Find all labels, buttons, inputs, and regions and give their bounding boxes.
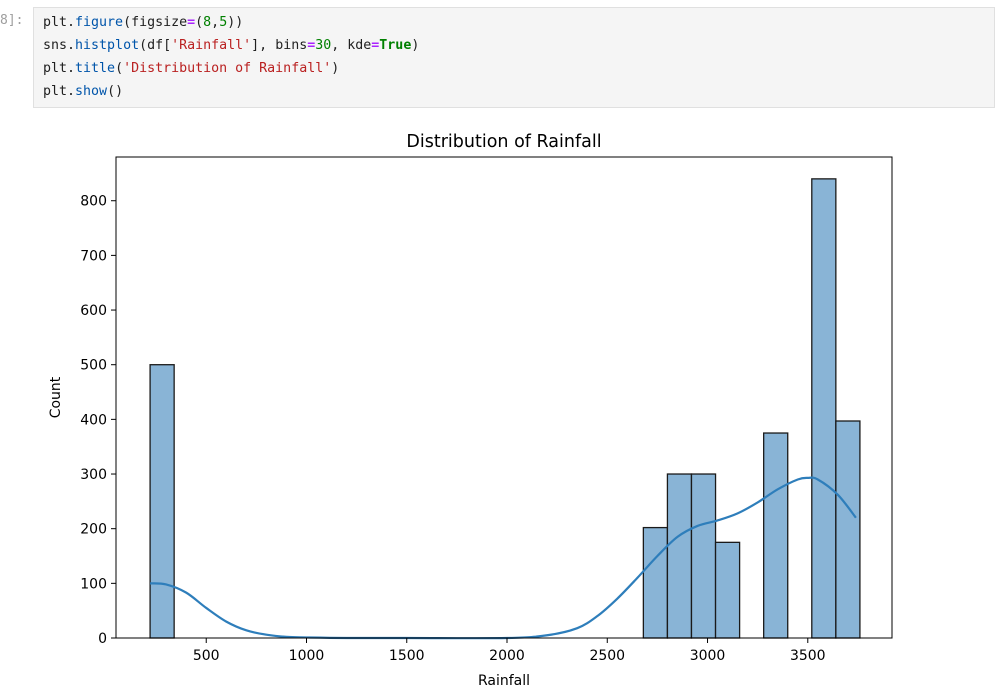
code-token: ) [411,38,420,53]
code-token: 5 [219,15,228,30]
code-token: title [75,61,116,76]
code-token: 8 [203,15,212,30]
histogram-svg: 0 100 200 300 400 500 600 700 800 500 1000 1500 2000… [48,132,893,689]
code-token: ( [195,15,204,30]
x-tick-label: 3500 [790,648,826,664]
y-tick-label: 400 [80,412,107,428]
x-tick-label: 2000 [489,648,525,664]
histogram-bar [763,432,789,639]
y-axis-label: Count [48,376,64,418]
code-token: )) [227,15,244,30]
histogram-bar [690,473,717,639]
code-token: plt. [43,15,76,30]
code-token: show [75,84,108,99]
y-tick-label: 100 [80,576,107,592]
y-tick-label: 500 [80,358,107,374]
code-line: plt.show() [43,83,123,101]
code-token: = [307,38,316,53]
y-tick-label: 0 [98,631,107,647]
x-tick-label: 3000 [690,648,726,664]
code-line: plt.title('Distribution of Rainfall') [43,60,339,78]
code-token: (figsize [123,15,188,30]
histogram-bar [149,364,175,639]
code-token: histplot [75,38,140,53]
code-token: (df[ [139,38,172,53]
histogram-chart: 0 100 200 300 400 500 600 700 800 500 1000 1500 2000… [0,115,997,691]
histogram-bar [714,541,741,639]
x-tick-label: 2500 [589,648,625,664]
cell-prompt: 8]: [0,13,24,28]
y-tick-label: 200 [80,522,107,538]
code-token: 'Distribution of Rainfall' [123,61,332,76]
x-tick-label: 500 [193,648,220,664]
histogram-bar [666,473,693,639]
code-token: 30 [315,38,332,53]
code-token: ) [331,61,340,76]
y-tick-label: 600 [80,303,107,319]
code-token: plt. [43,84,76,99]
code-token: = [371,38,380,53]
x-axis-label: Rainfall [478,673,530,687]
x-tick-label: 1500 [389,648,425,664]
plot-frame [115,156,893,639]
code-token: ( [115,61,124,76]
code-token: 'Rainfall' [171,38,252,53]
x-tick-label: 1000 [289,648,325,664]
code-token: , [211,15,220,30]
code-token: sns. [43,38,76,53]
y-tick-label: 300 [80,467,107,483]
chart-title: Distribution of Rainfall [406,132,601,152]
code-cell[interactable]: plt.figure(figsize=(8,5)) sns.histplot(d… [33,7,995,108]
code-token: plt. [43,61,76,76]
y-tick-label: 800 [80,194,107,210]
histogram-bar [811,178,837,639]
code-line: sns.histplot(df['Rainfall'], bins=30, kd… [43,37,419,55]
kde-line [150,476,857,640]
code-token: figure [75,15,124,30]
code-token: , kde [331,38,372,53]
code-token: ], bins [251,38,308,53]
code-line: plt.figure(figsize=(8,5)) [43,14,243,32]
histogram-bar [642,526,669,639]
code-token: = [187,15,196,30]
code-token: () [107,84,124,99]
histogram-bar [835,420,861,639]
y-tick-label: 700 [80,248,107,264]
code-token: True [379,38,412,53]
